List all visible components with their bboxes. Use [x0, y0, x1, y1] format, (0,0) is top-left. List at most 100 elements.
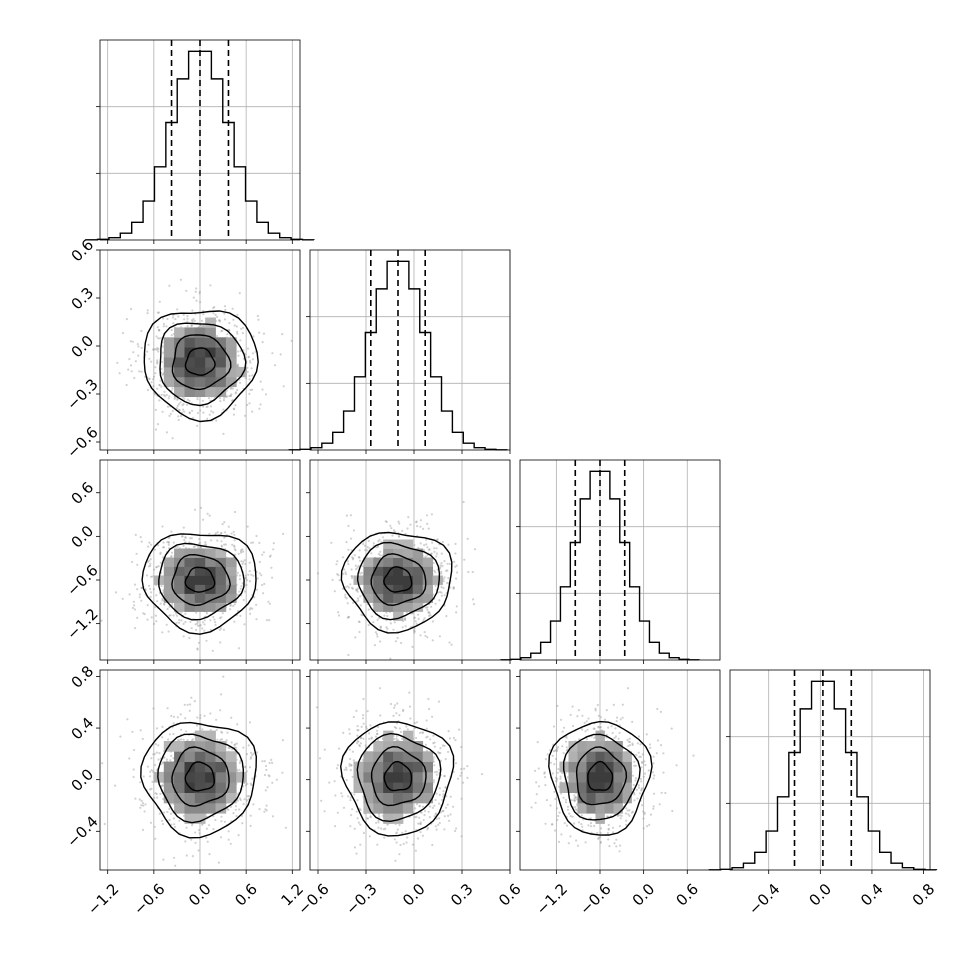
sample-point [156, 326, 159, 329]
sample-point [336, 560, 339, 563]
sample-point [427, 810, 430, 813]
sample-point [236, 330, 239, 333]
sample-point [192, 738, 195, 741]
sample-point [378, 616, 381, 620]
sample-point [378, 815, 381, 818]
sample-point [435, 817, 438, 820]
sample-point [248, 561, 251, 564]
sample-point [242, 550, 245, 553]
density-cell [225, 337, 237, 348]
sample-point [171, 316, 175, 319]
sample-point [441, 798, 444, 802]
density-contour [171, 334, 232, 391]
sample-point [358, 620, 361, 624]
sample-point [242, 560, 245, 563]
sample-point [149, 770, 152, 773]
sample-point [263, 810, 266, 813]
sample-point [199, 546, 203, 550]
sample-point [194, 831, 197, 834]
sample-point [155, 566, 158, 569]
sample-point [443, 744, 446, 748]
sample-point [233, 510, 237, 514]
density-cell [205, 548, 216, 558]
sample-point [163, 390, 166, 393]
sample-point [208, 824, 211, 827]
sample-point [239, 339, 242, 342]
sample-point [246, 525, 249, 528]
sample-point [407, 516, 410, 519]
density-cell [412, 593, 424, 603]
sample-point [218, 397, 222, 400]
sample-point [378, 687, 381, 690]
sample-point [211, 649, 214, 652]
sample-point [466, 776, 469, 780]
sample-point [205, 836, 208, 839]
sample-point [454, 829, 457, 833]
sample-point [472, 598, 475, 601]
sample-point [136, 343, 139, 346]
sample-point [249, 751, 253, 754]
sample-point [189, 620, 192, 624]
sample-point [333, 590, 336, 593]
sample-point [231, 387, 234, 390]
sample-point [417, 613, 420, 616]
sample-point [445, 569, 448, 573]
sample-point [140, 346, 143, 349]
sample-point [155, 620, 158, 623]
sample-point [389, 657, 392, 660]
sample-point [162, 322, 166, 326]
sample-point [318, 757, 322, 760]
density-cell [174, 771, 185, 783]
sample-point [421, 731, 424, 734]
sample-point [161, 819, 164, 822]
sample-point [247, 356, 250, 359]
density-cell [194, 357, 206, 368]
density-cell [225, 557, 237, 567]
sample-point [430, 552, 433, 555]
density-cell [205, 593, 216, 603]
sample-point [241, 822, 244, 825]
sample-point [263, 773, 267, 777]
sample-point [268, 619, 271, 622]
sample-point [241, 562, 244, 566]
x-tick-label: 0.6 [231, 880, 261, 910]
sample-point [460, 771, 463, 775]
sample-point [236, 363, 240, 366]
sample-point [377, 552, 380, 556]
sample-point [134, 627, 137, 630]
sample-point [185, 826, 188, 829]
sample-point [231, 543, 234, 546]
sample-point [198, 290, 201, 293]
sample-point [412, 629, 415, 632]
density-cell [184, 548, 196, 558]
sample-point [258, 560, 261, 564]
sample-point [362, 831, 365, 835]
sample-point [250, 541, 253, 545]
sample-point [357, 564, 360, 568]
sample-point [101, 762, 104, 765]
sample-point [140, 804, 143, 807]
sample-point [149, 821, 153, 824]
sample-point [633, 793, 636, 796]
sample-point [272, 548, 275, 551]
sample-point [440, 594, 443, 597]
sample-point [245, 753, 249, 756]
sample-point [192, 545, 195, 548]
sample-point [167, 540, 170, 544]
sample-point [227, 746, 230, 750]
sample-point [425, 538, 428, 541]
sample-point [242, 803, 245, 806]
sample-point [385, 626, 388, 629]
sample-point [395, 832, 398, 835]
sample-point [455, 827, 458, 830]
sample-point [232, 812, 235, 815]
sample-point [264, 764, 268, 768]
sample-point [613, 736, 616, 740]
sample-point [156, 600, 159, 603]
sample-point [221, 731, 224, 734]
sample-point [154, 792, 157, 795]
density-cell [363, 557, 374, 567]
sample-point [271, 352, 274, 355]
sample-point [415, 521, 418, 524]
